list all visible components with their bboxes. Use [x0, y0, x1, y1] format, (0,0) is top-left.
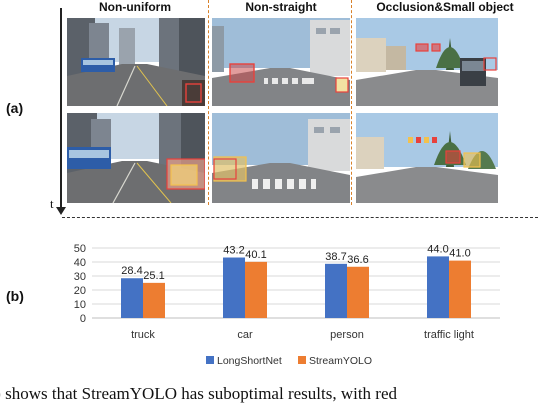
- value-label: 36.6: [347, 254, 368, 266]
- legend-label: LongShortNet: [217, 355, 282, 367]
- bar-longshortnet: [223, 257, 245, 318]
- bar-longshortnet: [121, 278, 143, 318]
- value-label: 25.1: [143, 270, 164, 282]
- photo-non-straight-frame-1: [212, 18, 350, 106]
- y-axis-ticks: 0 10 20 30 40 50: [74, 243, 86, 325]
- x-tick-label: traffic light: [424, 329, 474, 341]
- legend-swatch: [298, 356, 306, 364]
- column-title-non-straight: Non-straight: [245, 0, 317, 14]
- value-label: 38.7: [325, 251, 346, 263]
- time-axis: [60, 8, 62, 209]
- column-title-non-uniform: Non-uniform: [99, 0, 171, 14]
- value-label: 44.0: [427, 243, 448, 255]
- bar-streamyolo: [347, 266, 369, 318]
- photo-non-straight-frame-2: [212, 113, 350, 203]
- y-tick-label: 50: [74, 243, 86, 255]
- panel-label-a: (a): [6, 100, 24, 116]
- y-tick-label: 30: [74, 271, 86, 283]
- value-labels: 28.4 25.1 43.2 40.1 38.7 36.6 44.0 41.0: [121, 243, 470, 281]
- bar-longshortnet: [325, 263, 347, 318]
- x-tick-label: truck: [131, 329, 155, 341]
- column-separator-1: [208, 0, 209, 205]
- bar-chart-svg: 0 10 20 30 40 50 28.4 25.1 43.2 40.1 38.7 36.6 44.0…: [74, 243, 500, 367]
- legend: LongShortNet StreamYOLO: [206, 355, 372, 367]
- bars: [121, 256, 471, 318]
- bar-streamyolo: [143, 282, 165, 318]
- legend-label: StreamYOLO: [309, 355, 372, 367]
- x-tick-label: person: [330, 329, 364, 341]
- x-tick-label: car: [237, 329, 253, 341]
- y-tick-label: 40: [74, 257, 86, 269]
- value-label: 28.4: [121, 265, 142, 277]
- figure-caption: (a) shows that StreamYOLO has suboptimal…: [0, 384, 398, 403]
- panel-label-b: (b): [6, 288, 24, 304]
- time-arrow-icon: [56, 207, 66, 215]
- bar-streamyolo: [449, 260, 471, 318]
- column-title-occlusion: Occlusion&Small object: [376, 0, 514, 14]
- bar-streamyolo: [245, 261, 267, 318]
- photo-occlusion-frame-2: [356, 113, 498, 203]
- bar-chart: 0 10 20 30 40 50 28.4 25.1 43.2 40.1 38.7 36.6 44.0…: [60, 232, 500, 377]
- photo-non-uniform-frame-2: [67, 113, 205, 203]
- y-tick-label: 0: [80, 313, 86, 325]
- y-tick-label: 20: [74, 285, 86, 297]
- column-separator-2: [351, 0, 352, 205]
- value-label: 43.2: [223, 245, 244, 257]
- value-label: 41.0: [449, 248, 470, 260]
- legend-swatch: [206, 356, 214, 364]
- photo-occlusion-frame-1: [356, 18, 498, 106]
- value-label: 40.1: [245, 249, 266, 261]
- time-label: t: [50, 196, 54, 211]
- y-tick-label: 10: [74, 299, 86, 311]
- panel-separator: [62, 217, 538, 218]
- x-axis-ticks: truck car person traffic light: [131, 329, 474, 341]
- photo-non-uniform-frame-1: [67, 18, 205, 106]
- bar-longshortnet: [427, 256, 449, 318]
